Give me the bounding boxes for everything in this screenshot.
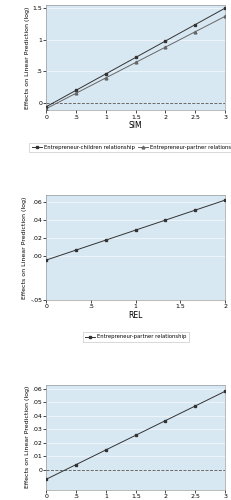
Legend: Entrepreneur-partner relationship: Entrepreneur-partner relationship (82, 332, 188, 342)
Legend: Entrepreneur-children relationship, Entrepreneur-partner relationship: Entrepreneur-children relationship, Entr… (29, 142, 231, 152)
X-axis label: REL: REL (128, 311, 142, 320)
Y-axis label: Effects on Linear Prediction (log): Effects on Linear Prediction (log) (22, 196, 27, 298)
X-axis label: SIM: SIM (128, 121, 142, 130)
Y-axis label: Effects on Linear Prediction (log): Effects on Linear Prediction (log) (24, 386, 30, 488)
Y-axis label: Effects on Linear Prediction (log): Effects on Linear Prediction (log) (24, 6, 30, 109)
